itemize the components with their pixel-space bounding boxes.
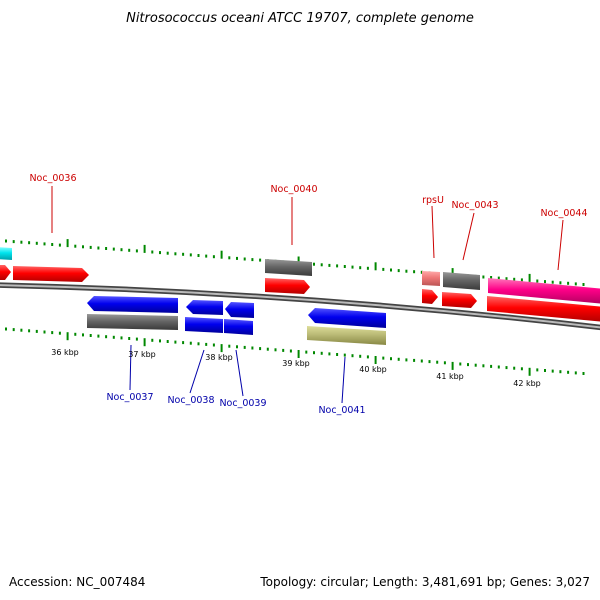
map-title: Nitrosococcus oceani ATCC 19707, complet… xyxy=(126,11,474,26)
label-leaders xyxy=(51,186,564,404)
gene-labels: Noc_0036 Noc_0040 rpsU Noc_0043 Noc_0044… xyxy=(29,173,587,416)
feature-cds-noc-0041[interactable] xyxy=(308,308,386,328)
feature-cds-noc-0037[interactable] xyxy=(87,296,178,313)
scale-label-42kbp: 42 kbp xyxy=(513,379,541,388)
gene-label-noc-0039[interactable]: Noc_0039 xyxy=(219,398,266,409)
genome-backbone xyxy=(0,282,600,331)
scale-label-40kbp: 40 kbp xyxy=(359,365,387,374)
feature-gene-rpsu[interactable] xyxy=(422,271,440,286)
scale-label-41kbp: 41 kbp xyxy=(436,372,464,381)
gene-label-noc-0041[interactable]: Noc_0041 xyxy=(318,405,365,416)
scale-label-38kbp: 38 kbp xyxy=(205,353,233,362)
feature-gene-noc-0043[interactable] xyxy=(443,272,480,290)
feature-cds-noc-0035[interactable] xyxy=(0,265,11,280)
gene-label-noc-0040[interactable]: Noc_0040 xyxy=(270,184,317,195)
gene-label-noc-0043[interactable]: Noc_0043 xyxy=(451,200,498,211)
feature-cds-noc-0043[interactable] xyxy=(442,292,477,308)
gene-label-noc-0044[interactable]: Noc_0044 xyxy=(540,208,587,219)
feature-gene-noc-0039[interactable] xyxy=(224,319,253,335)
feature-cds-noc-0044[interactable] xyxy=(487,296,600,322)
gene-label-noc-0036[interactable]: Noc_0036 xyxy=(29,173,76,184)
gene-label-noc-0037[interactable]: Noc_0037 xyxy=(106,392,153,403)
feature-gene-noc-0040[interactable] xyxy=(265,259,312,276)
genome-summary-text: Topology: circular; Length: 3,481,691 bp… xyxy=(259,575,590,589)
gene-label-rpsu[interactable]: rpsU xyxy=(422,195,444,206)
feature-cds-rpsu[interactable] xyxy=(422,289,438,304)
scale-labels: 36 kbp 37 kbp 38 kbp 39 kbp 40 kbp 41 kb… xyxy=(51,348,541,388)
feature-cds-noc-0038[interactable] xyxy=(186,300,223,315)
scale-label-37kbp: 37 kbp xyxy=(128,350,156,359)
gene-label-noc-0038[interactable]: Noc_0038 xyxy=(167,395,214,406)
feature-rna-noc-0044[interactable] xyxy=(488,278,600,304)
feature-gene-noc-0038[interactable] xyxy=(185,317,223,333)
feature-other-noc-0041[interactable] xyxy=(307,326,386,345)
scale-label-36kbp: 36 kbp xyxy=(51,348,79,357)
feature-gene-noc-0036-top[interactable] xyxy=(0,247,12,260)
accession-text: Accession: NC_007484 xyxy=(9,575,145,589)
feature-cds-noc-0039[interactable] xyxy=(225,302,254,318)
feature-cds-noc-0036[interactable] xyxy=(13,266,89,282)
feature-cds-noc-0040[interactable] xyxy=(265,278,310,294)
scale-label-39kbp: 39 kbp xyxy=(282,359,310,368)
feature-gene-noc-0037[interactable] xyxy=(87,314,178,330)
